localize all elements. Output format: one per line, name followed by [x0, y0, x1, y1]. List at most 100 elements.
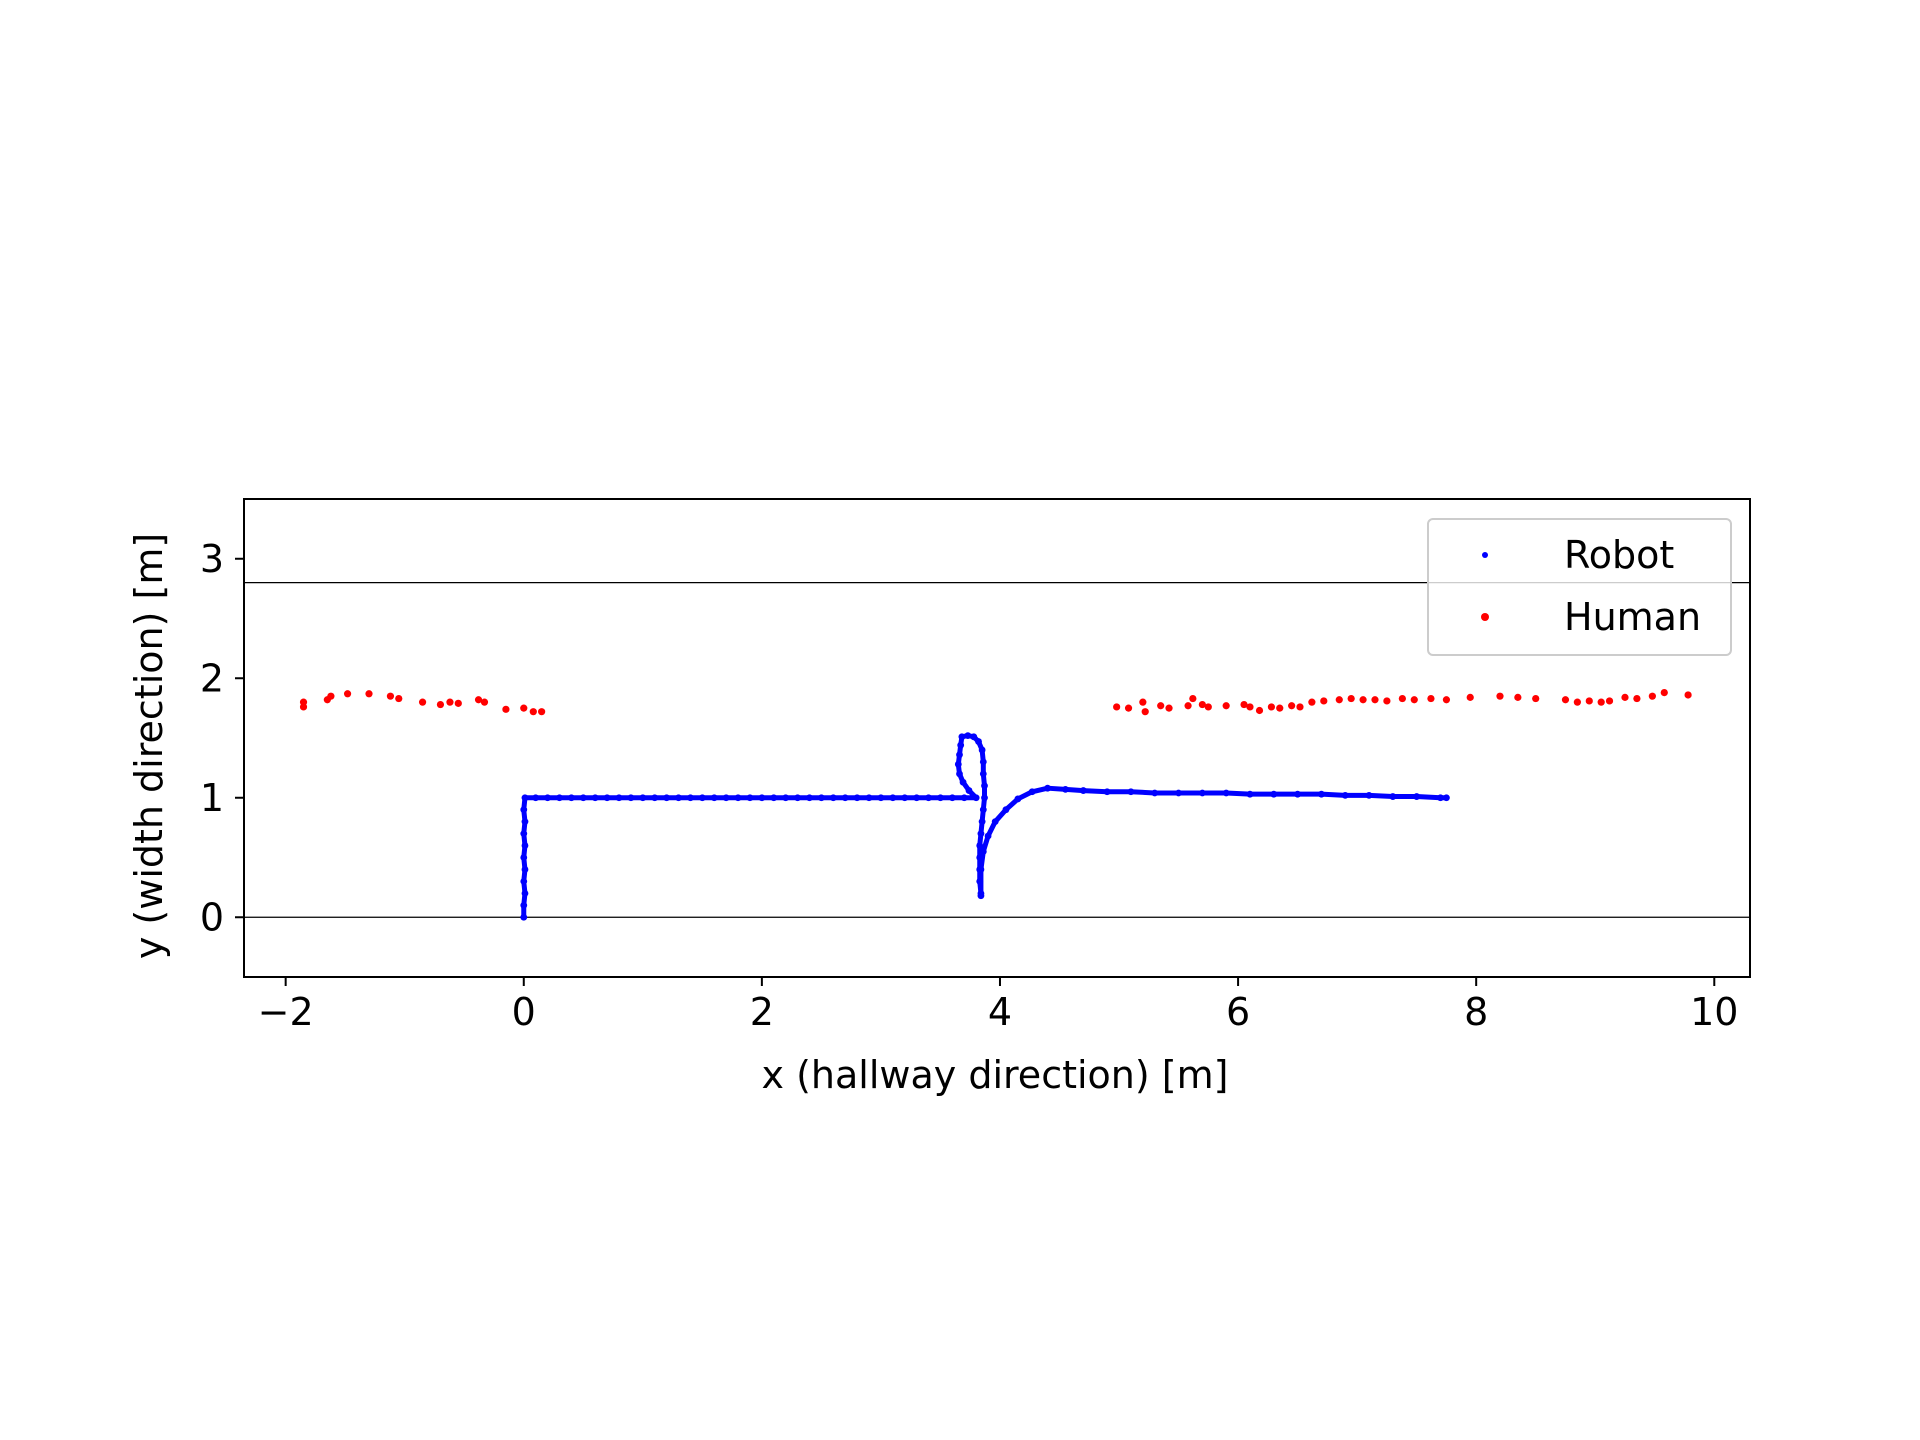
robot-point [976, 854, 984, 861]
human-point [418, 698, 427, 706]
robot-point [901, 794, 909, 802]
robot-point [567, 794, 575, 802]
robot-point [991, 818, 999, 826]
robot-point [520, 830, 528, 837]
human-point [1267, 703, 1276, 711]
human-point [1139, 698, 1147, 706]
human-point [1398, 694, 1406, 703]
robot-point [1151, 789, 1159, 797]
human-point [1189, 694, 1197, 703]
robot-point [627, 794, 635, 802]
robot-point [1062, 785, 1069, 793]
human-point [1288, 702, 1296, 710]
robot-point [1437, 794, 1444, 802]
human-point [1573, 698, 1581, 706]
robot-point [615, 794, 623, 802]
human-point [1255, 706, 1264, 715]
robot-point [579, 794, 587, 802]
human-point [1466, 693, 1474, 701]
robot-point [521, 842, 529, 849]
robot-point [970, 733, 978, 741]
human-point [1684, 691, 1692, 699]
human-point [529, 708, 537, 716]
human-legend-label: Human [1564, 595, 1701, 639]
human-point [1585, 697, 1593, 705]
human-point [365, 690, 373, 698]
robot-point [979, 758, 987, 766]
robot-point [972, 794, 980, 802]
human-point [1198, 700, 1206, 709]
human-point [1165, 704, 1173, 712]
human-point [446, 698, 454, 706]
robot-point [770, 794, 778, 802]
robot-point [806, 794, 813, 802]
robot-point [913, 794, 921, 802]
robot-point [925, 794, 932, 802]
robot-point [978, 746, 986, 754]
robot-point [710, 794, 718, 802]
robot-point [1413, 793, 1421, 800]
robot-point [520, 806, 528, 814]
robot-series [520, 732, 1450, 921]
human-point [1621, 693, 1629, 701]
human-point [1410, 696, 1418, 704]
robot-point [521, 794, 529, 802]
robot-point [746, 794, 754, 802]
human-point [1335, 696, 1343, 704]
robot-point [1103, 788, 1111, 796]
robot-point [965, 787, 973, 794]
y-tick-label: 2 [200, 656, 224, 700]
human-point [1605, 697, 1614, 705]
robot-point [675, 794, 682, 802]
robot-point [520, 901, 528, 909]
robot-point [865, 794, 873, 802]
robot-point [853, 794, 861, 802]
axes-frame [243, 498, 1751, 978]
robot-point [841, 794, 849, 802]
human-point [1442, 696, 1451, 704]
robot-point [521, 866, 529, 873]
human-series [299, 688, 1692, 716]
human-point [1371, 696, 1379, 704]
human-point [454, 699, 462, 707]
robot-point [1175, 789, 1182, 797]
human-point [1347, 694, 1355, 703]
human-point [1359, 696, 1367, 704]
human-point [1320, 697, 1328, 705]
robot-point [984, 832, 992, 840]
robot-point [556, 794, 563, 802]
robot-point [734, 794, 742, 802]
human-point [1648, 692, 1656, 700]
human-point [1157, 702, 1165, 710]
robot-point [1443, 794, 1450, 802]
robot-point [979, 848, 987, 855]
x-tick-label: −2 [258, 990, 314, 1034]
human-point [520, 704, 528, 712]
human-point [1514, 693, 1522, 701]
human-point [474, 696, 483, 704]
robot-point [817, 794, 825, 802]
robot-point [964, 732, 972, 740]
robot-point [663, 794, 671, 802]
robot-point [698, 794, 706, 802]
x-tick-label: 0 [512, 990, 536, 1034]
robot-point [1365, 791, 1373, 799]
robot-point [782, 794, 790, 802]
human-point [1383, 697, 1391, 705]
y-axis-label: y (width direction) [m] [127, 533, 171, 959]
robot-point [979, 806, 987, 814]
robot-point [603, 794, 611, 802]
y-tick-label: 1 [200, 776, 224, 820]
human-point [343, 690, 352, 698]
human-point [1597, 698, 1605, 706]
robot-point [1222, 789, 1230, 797]
robot-point [976, 842, 984, 849]
robot-point [829, 794, 837, 802]
robot-point [958, 733, 966, 741]
x-tick-label: 4 [988, 990, 1012, 1034]
robot-point [521, 818, 529, 826]
robot-point [521, 889, 529, 897]
human-point [1308, 698, 1316, 706]
